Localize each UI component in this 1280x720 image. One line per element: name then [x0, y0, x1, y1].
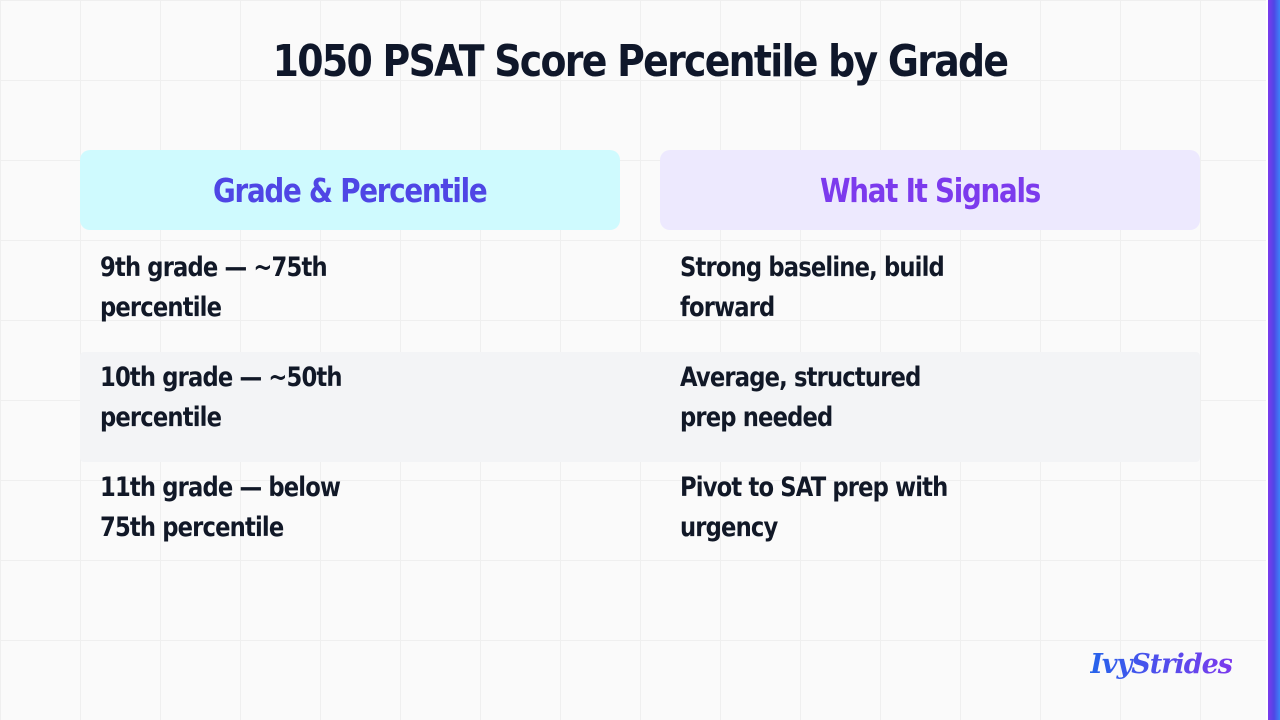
page-title: 1050 PSAT Score Percentile by Grade: [272, 36, 1009, 87]
ivystrides-logo: IvyStrides: [1090, 649, 1233, 680]
column-header-what-it-signals: What It Signals: [660, 150, 1200, 230]
grade-cell: 10th grade — ~50th percentile: [100, 362, 343, 433]
grade-cell: 9th grade — ~75th percentile: [100, 252, 328, 323]
table-row: 9th grade — ~75th percentile Strong base…: [80, 242, 1200, 352]
table-row: 10th grade — ~50th percentile Average, s…: [80, 352, 1200, 462]
grade-cell: 11th grade — below 75th percentile: [100, 472, 341, 543]
column-header-label: Grade & Percentile: [213, 170, 488, 210]
table-row: 11th grade — below 75th percentile Pivot…: [80, 462, 1200, 572]
signal-cell: Average, structured prep needed: [680, 362, 921, 433]
signal-cell: Pivot to SAT prep with urgency: [680, 472, 948, 543]
signal-cell: Strong baseline, build forward: [680, 252, 945, 323]
accent-bar: [1266, 0, 1280, 720]
column-header-grade-percentile: Grade & Percentile: [80, 150, 620, 230]
column-header-label: What It Signals: [819, 170, 1041, 210]
